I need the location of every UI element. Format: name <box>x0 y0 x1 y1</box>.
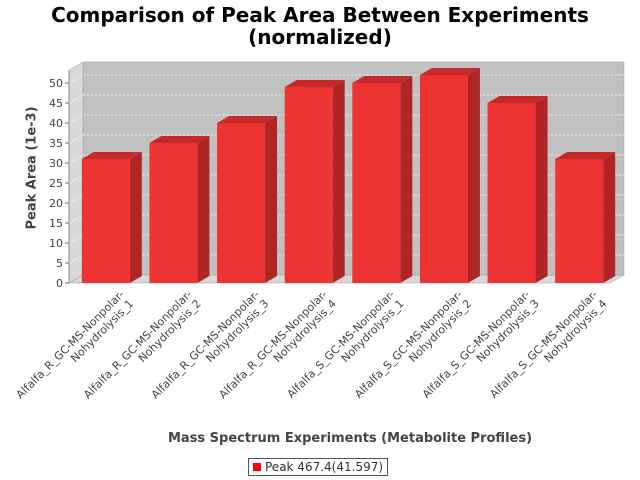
bar-side <box>129 152 142 283</box>
bar-side <box>197 136 210 283</box>
bar <box>284 87 333 283</box>
y-tick-label: 5 <box>56 257 63 270</box>
y-axis-label: Peak Area (1e-3) <box>24 106 40 230</box>
bar-top <box>352 76 413 83</box>
bar-side <box>332 80 345 283</box>
bar-top <box>555 152 616 159</box>
x-tick-label-line: Alfalfa_S_GC-MS-Nonpolar- <box>487 288 600 401</box>
bar-top <box>487 96 548 103</box>
bar <box>81 159 130 283</box>
bar-side <box>535 96 548 283</box>
bar <box>487 103 536 283</box>
y-tick-label: 10 <box>49 237 63 250</box>
x-axis-label: Mass Spectrum Experiments (Metabolite Pr… <box>167 431 533 446</box>
y-tick-label: 35 <box>49 137 63 150</box>
chart-title-line-1: Comparison of Peak Area Between Experime… <box>51 3 589 27</box>
legend-label: Peak 467.4(41.597) <box>265 460 384 474</box>
bar-side <box>603 152 616 283</box>
y-tick-label: 30 <box>49 157 63 170</box>
bar-top <box>149 136 210 143</box>
bar-top <box>217 116 278 123</box>
bar <box>217 123 266 283</box>
bar-side <box>265 116 278 283</box>
legend-swatch <box>253 463 261 471</box>
bar <box>149 143 198 283</box>
y-tick-label: 45 <box>49 97 63 110</box>
x-tick-label-line: Alfalfa_R_GC-MS-Nonpolar- <box>14 288 127 401</box>
plot-left-wall <box>68 61 84 284</box>
bar <box>419 75 468 283</box>
y-tick-label: 15 <box>49 217 63 230</box>
bar-top <box>419 68 480 75</box>
bar-side <box>400 76 413 283</box>
bar-top <box>284 80 345 87</box>
x-tick-label-line: Alfalfa_S_GC-MS-Nonpolar- <box>352 288 465 401</box>
x-tick-label: Alfalfa_R_GC-MS-Nonpolar-Nohydrolysis_1 <box>14 288 137 411</box>
bar <box>555 159 604 283</box>
x-tick-label-line: Alfalfa_S_GC-MS-Nonpolar- <box>420 288 533 401</box>
x-tick-label-line: Alfalfa_S_GC-MS-Nonpolar- <box>285 288 398 401</box>
y-tick-label: 0 <box>56 277 63 290</box>
y-tick-label: 40 <box>49 117 63 130</box>
chart-title-line-2: (normalized) <box>248 25 392 49</box>
bar <box>352 83 401 283</box>
y-tick-label: 25 <box>49 177 63 190</box>
bar-top <box>81 152 142 159</box>
legend: Peak 467.4(41.597) <box>248 458 389 476</box>
y-tick-label: 50 <box>49 77 63 90</box>
x-tick-label-line: Alfalfa_R_GC-MS-Nonpolar- <box>81 288 194 401</box>
y-tick-label: 20 <box>49 197 63 210</box>
x-tick-label-line: Alfalfa_R_GC-MS-Nonpolar- <box>149 288 262 401</box>
bar-side <box>467 68 480 283</box>
x-tick-label-line: Alfalfa_R_GC-MS-Nonpolar- <box>216 288 329 401</box>
